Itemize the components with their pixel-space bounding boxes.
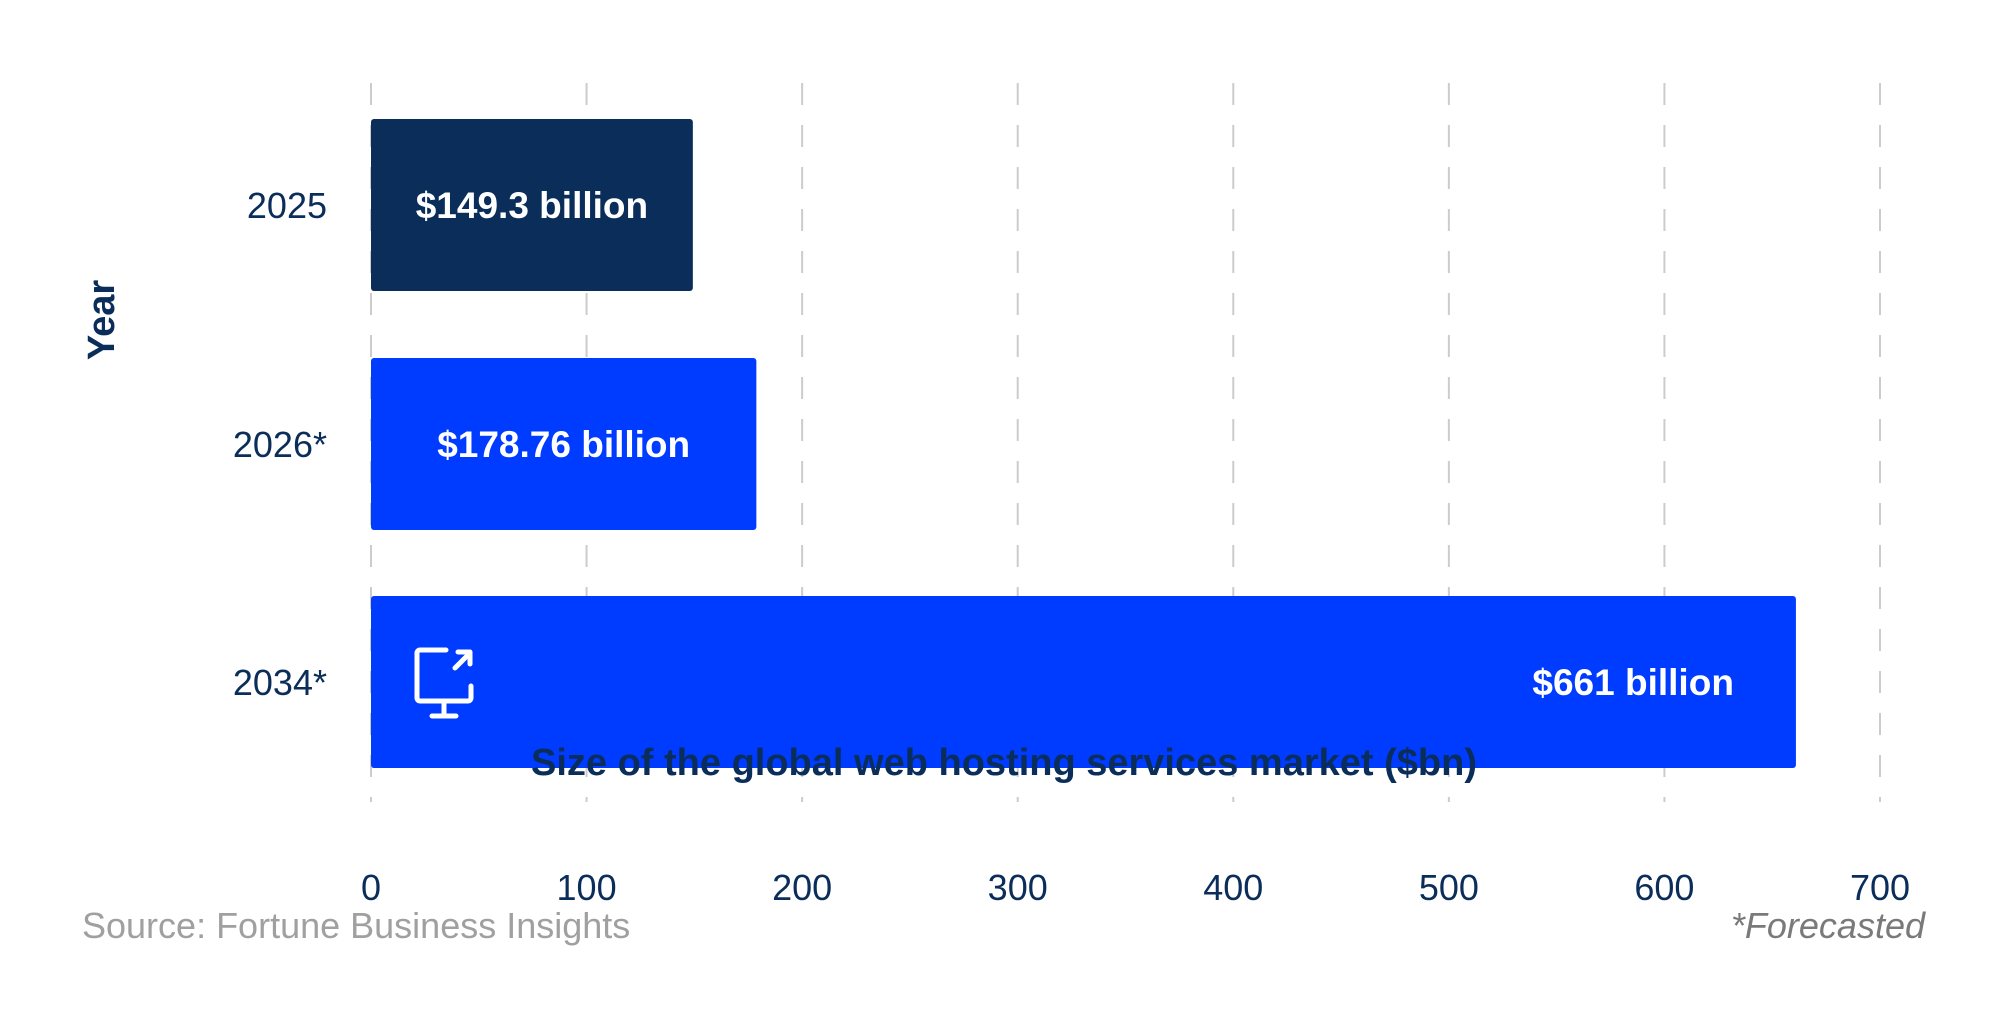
y-tick-label: 2025 xyxy=(247,185,327,226)
x-tick-label: 0 xyxy=(361,867,381,908)
bar xyxy=(371,358,757,530)
x-tick-label: 600 xyxy=(1634,867,1694,908)
y-axis-title: Year xyxy=(81,280,123,361)
data-label: $149.3 billion xyxy=(416,185,648,226)
bar xyxy=(371,596,1796,768)
x-tick-label: 300 xyxy=(988,867,1048,908)
y-tick-label: 2034* xyxy=(233,662,327,703)
x-tick-label: 200 xyxy=(772,867,832,908)
data-label: $178.76 billion xyxy=(437,424,690,465)
x-axis-title: Size of the global web hosting services … xyxy=(531,742,1477,784)
y-tick-label: 2026* xyxy=(233,424,327,465)
monitor-share-icon xyxy=(414,647,474,719)
x-tick-label: 400 xyxy=(1203,867,1263,908)
forecast-note: *Forecasted xyxy=(1730,905,1925,946)
data-label: $661 billion xyxy=(1532,662,1734,703)
x-tick-label: 700 xyxy=(1850,867,1910,908)
bar xyxy=(371,119,693,291)
source-note: Source: Fortune Business Insights xyxy=(82,905,631,946)
x-tick-label: 500 xyxy=(1419,867,1479,908)
x-tick-label: 100 xyxy=(557,867,617,908)
